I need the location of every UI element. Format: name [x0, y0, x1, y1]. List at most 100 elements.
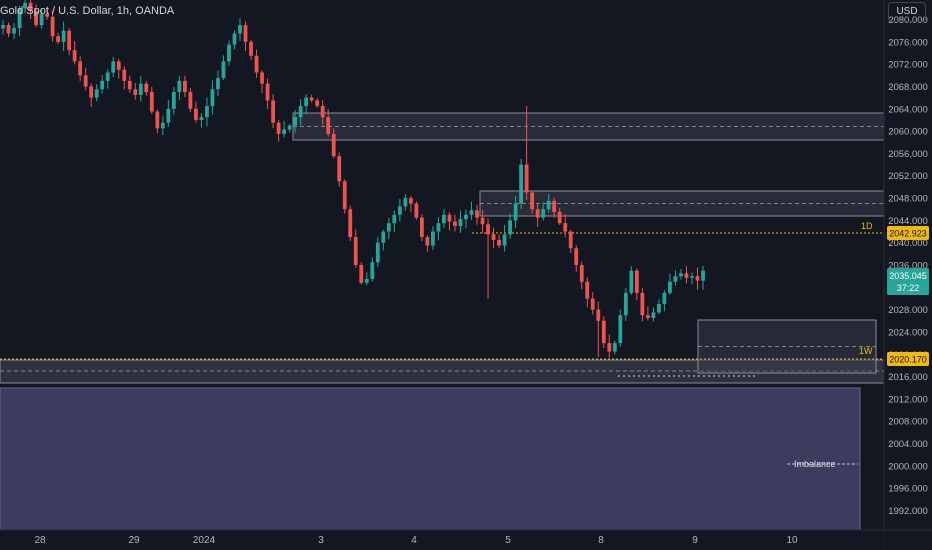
- candle-body: [271, 100, 275, 123]
- candle-body: [590, 298, 595, 310]
- price-tick-label: 2060.000: [888, 127, 928, 138]
- candle-body: [166, 108, 171, 123]
- daily-level-badge-text: 2042.923: [889, 229, 927, 239]
- time-tick-label: 8: [598, 535, 604, 546]
- candle-body: [199, 117, 204, 120]
- candle-body: [171, 92, 176, 109]
- candle-body: [39, 13, 44, 26]
- candle-body: [309, 97, 314, 101]
- candle-body: [72, 50, 77, 62]
- candle-body: [61, 30, 66, 42]
- candle-body: [447, 214, 452, 222]
- candle-body: [585, 281, 590, 299]
- candle-body: [28, 2, 33, 12]
- price-tick-label: 1996.000: [888, 484, 928, 495]
- current-price-badge: [887, 268, 929, 295]
- currency-button[interactable]: USD: [888, 2, 926, 22]
- candle-body: [392, 214, 397, 224]
- countdown-text: 37:22: [897, 283, 920, 293]
- candle-body: [486, 224, 490, 235]
- candle-body: [673, 276, 678, 282]
- candle-body: [618, 315, 623, 344]
- time-axis-ticks: 28 29 2024 3 4 5 8 9 10: [34, 535, 798, 546]
- candle-body: [359, 265, 364, 283]
- daily-level-label: 1D: [861, 221, 873, 231]
- candle-body: [111, 61, 116, 73]
- candle-body: [524, 164, 529, 193]
- candle-body: [480, 217, 485, 225]
- candle-body: [194, 108, 198, 120]
- candle-body: [607, 343, 612, 352]
- time-tick-label: 5: [505, 535, 511, 546]
- candle-body: [596, 309, 601, 321]
- candle-body: [651, 312, 656, 318]
- candle-body: [326, 117, 331, 134]
- candle-body: [133, 89, 138, 95]
- candle-body: [23, 2, 27, 9]
- candle-body: [265, 83, 270, 101]
- candle-body: [205, 106, 209, 118]
- candle-body: [293, 117, 298, 126]
- candle-body: [94, 89, 99, 98]
- candle-body: [431, 231, 435, 246]
- weekly-level-label: 1W: [859, 346, 873, 356]
- candle-body: [386, 223, 391, 232]
- price-axis-ticks: 2080.000 2076.000 2072.000 2068.000 2064.000…: [888, 15, 928, 517]
- time-axis[interactable]: [0, 530, 884, 550]
- candle-body: [282, 129, 287, 134]
- price-tick-label: 1992.000: [888, 506, 928, 517]
- time-tick-label: 10: [786, 535, 798, 546]
- current-price-text: 2035.045: [889, 271, 927, 281]
- candle-body: [160, 122, 165, 129]
- candle-body: [701, 270, 705, 281]
- daily-level-badge: [887, 226, 929, 240]
- candle-body: [254, 55, 259, 73]
- candle-body: [177, 80, 182, 93]
- imbalance-zone[interactable]: [0, 387, 861, 531]
- candle-body: [249, 41, 253, 56]
- symbol-title[interactable]: Gold Spot / U.S. Dollar, 1h, OANDA: [0, 5, 175, 17]
- candle-body: [601, 320, 606, 344]
- price-tick-label: 2056.000: [888, 149, 928, 160]
- candle-body: [397, 206, 402, 215]
- weekly-level-badge: [887, 352, 929, 366]
- time-tick-label: 28: [34, 535, 46, 546]
- demand-box[interactable]: [697, 319, 877, 374]
- candle-body: [645, 315, 650, 318]
- candle-body: [78, 61, 83, 76]
- price-tick-label: 2036.000: [888, 261, 928, 272]
- candle-body: [684, 273, 689, 278]
- candle-body: [149, 92, 154, 112]
- candle-body: [127, 80, 132, 90]
- time-tick-label: 9: [692, 535, 698, 546]
- time-tick-label: 4: [411, 535, 417, 546]
- candle-body: [138, 83, 143, 95]
- candle-body: [541, 209, 546, 218]
- candle-body: [155, 111, 160, 129]
- candle-body: [287, 125, 292, 130]
- candle-body: [304, 97, 309, 106]
- candle-body: [353, 237, 358, 265]
- price-tick-label: 2008.000: [888, 417, 928, 428]
- candle-body: [497, 239, 501, 246]
- candle-body: [574, 248, 579, 265]
- candle-body: [243, 25, 248, 42]
- candle-body: [364, 278, 369, 283]
- candle-body: [298, 106, 303, 118]
- candle-body: [513, 203, 518, 221]
- candle-body: [458, 219, 463, 226]
- candle-body: [34, 11, 38, 26]
- candle-body: [337, 156, 342, 182]
- price-tick-label: 2000.000: [888, 461, 928, 472]
- candle-body: [100, 80, 105, 90]
- candle-body: [216, 78, 220, 90]
- candle-body: [83, 75, 88, 87]
- candle-body: [563, 223, 568, 232]
- price-tick-label: 2080.000: [888, 15, 928, 26]
- candle-body: [6, 25, 11, 34]
- candles-group: [1, 0, 705, 358]
- candle-body: [56, 36, 61, 42]
- candle-body: [634, 270, 639, 293]
